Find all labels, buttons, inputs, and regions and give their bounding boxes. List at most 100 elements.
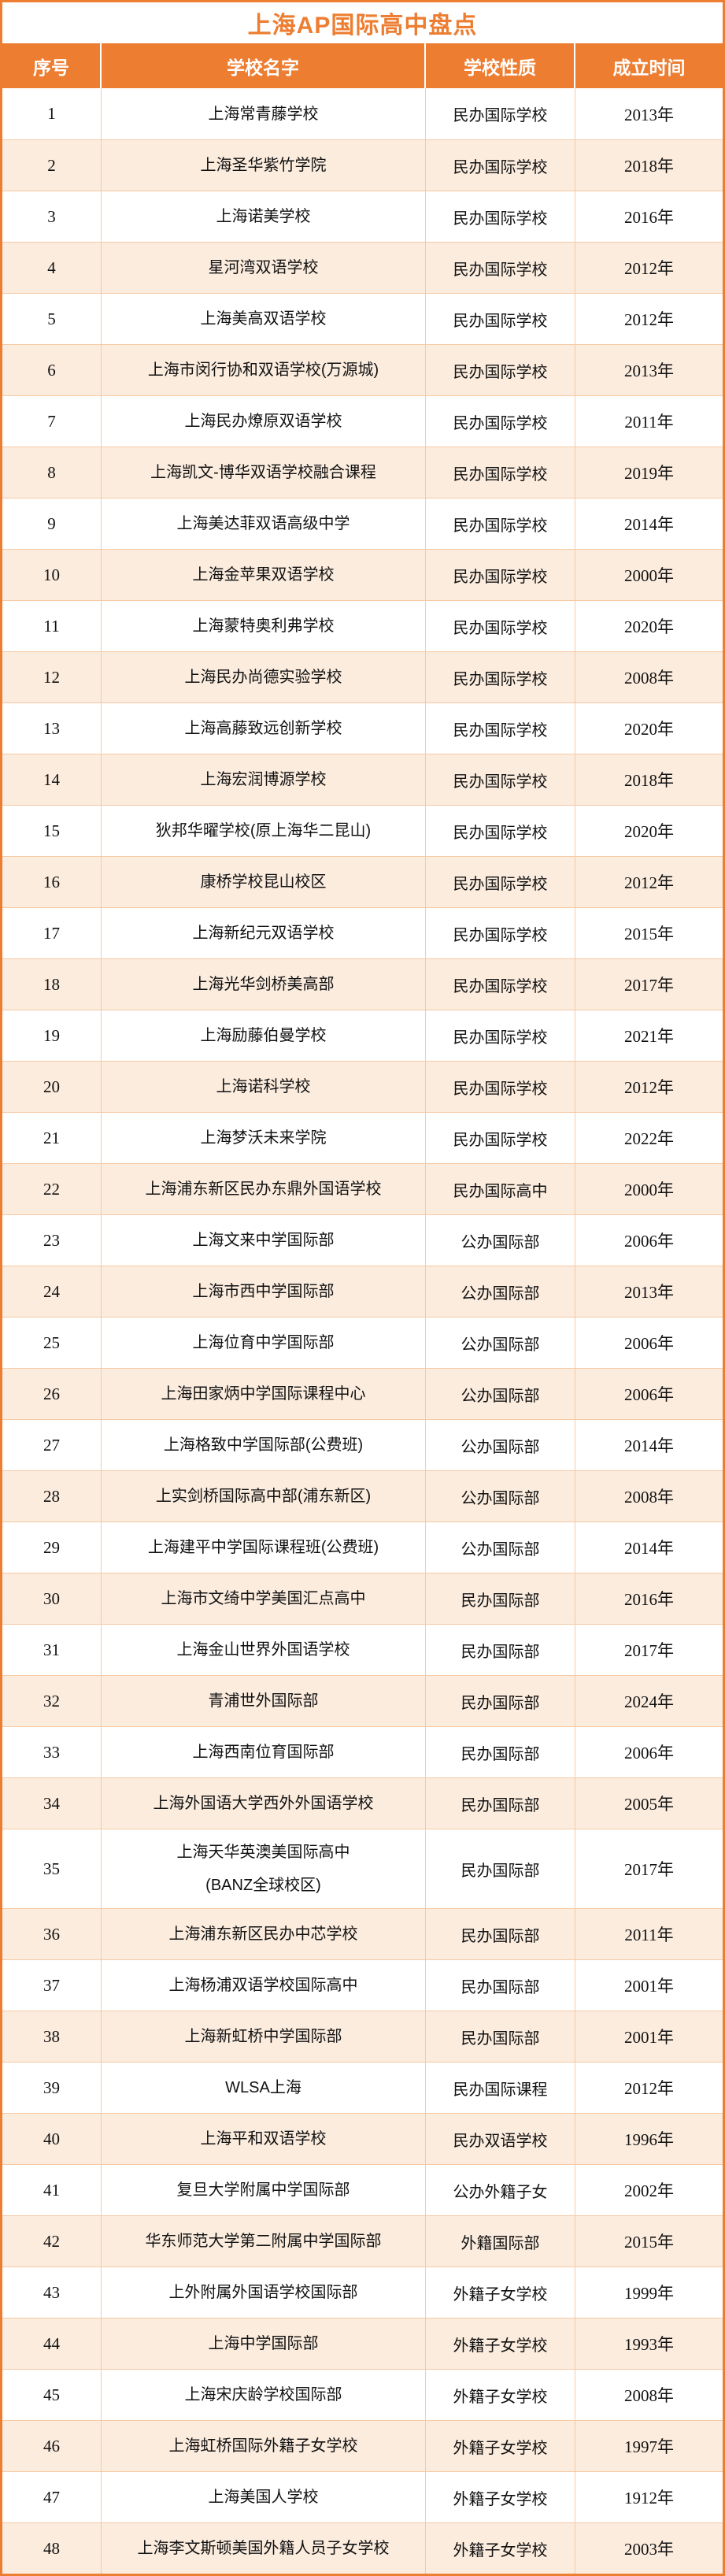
founded-year-cell: 1997年 (624, 2437, 674, 2456)
school-type-cell: 民办国际高中 (426, 1164, 575, 1214)
school-type-cell: 民办国际学校 (426, 88, 575, 139)
table-row: 36 上海浦东新区民办中芯学校 民办国际部 2011年 (2, 1908, 723, 1959)
school-type-cell: 民办双语学校 (426, 2114, 575, 2164)
table-row: 25 上海位育中学国际部 公办国际部 2006年 (2, 1317, 723, 1368)
page-title: 上海AP国际高中盘点 (247, 13, 478, 39)
table-row: 3 上海诺美学校 民办国际学校 2016年 (2, 191, 723, 242)
row-number-cell: 37 (2, 1960, 102, 2011)
founded-year-cell: 1996年 (624, 2130, 674, 2149)
table-row: 8 上海凯文-博华双语学校融合课程 民办国际学校 2019年 (2, 447, 723, 498)
founded-year-cell: 1993年 (624, 2335, 674, 2354)
table-row: 44 上海中学国际部 外籍子女学校 1993年 (2, 2318, 723, 2369)
school-name-cell: 上海新虹桥中学国际部 (102, 2011, 426, 2062)
school-name-cell: 上海民办燎原双语学校 (102, 396, 426, 447)
row-number-cell: 20 (2, 1062, 102, 1112)
row-number-cell: 38 (2, 2011, 102, 2062)
row-number-cell: 33 (2, 1727, 102, 1777)
table-row: 39 WLSA上海 民办国际课程 2012年 (2, 2062, 723, 2113)
founded-year-cell: 2000年 (624, 566, 674, 585)
founded-year-cell: 2006年 (624, 1744, 674, 1762)
founded-year-cell: 2000年 (624, 1181, 674, 1199)
table-row: 16 康桥学校昆山校区 民办国际学校 2012年 (2, 856, 723, 907)
founded-year-cell: 2005年 (624, 1795, 674, 1814)
row-number-cell: 29 (2, 1522, 102, 1573)
founded-year-cell: 2013年 (624, 1283, 674, 1302)
row-number-cell: 18 (2, 959, 102, 1010)
row-number-cell: 24 (2, 1266, 102, 1317)
row-number-cell: 30 (2, 1573, 102, 1624)
school-type-cell: 民办国际部 (426, 1778, 575, 1829)
table-row: 26 上海田家炳中学国际课程中心 公办国际部 2006年 (2, 1368, 723, 1419)
school-type-cell: 外籍子女学校 (426, 2421, 575, 2471)
table-row: 28 上实剑桥国际高中部(浦东新区) 公办国际部 2008年 (2, 1470, 723, 1522)
founded-year-cell: 2006年 (624, 1385, 674, 1404)
founded-year-cell: 1912年 (624, 2489, 674, 2507)
table-row: 23 上海文来中学国际部 公办国际部 2006年 (2, 1214, 723, 1266)
table-row: 47 上海美国人学校 外籍子女学校 1912年 (2, 2471, 723, 2522)
table-row: 21 上海梦沃未来学院 民办国际学校 2022年 (2, 1112, 723, 1163)
school-name-cell: 上海蒙特奥利弗学校 (102, 601, 426, 651)
row-number-cell: 4 (2, 243, 102, 293)
school-type-cell: 民办国际学校 (426, 908, 575, 958)
row-number-cell: 31 (2, 1625, 102, 1675)
schools-table: 序号 学校名字 学校性质 成立时间 1 上海常青藤学校 民办国际学校 2013年 2 上海… (2, 43, 723, 2574)
table-row: 17 上海新纪元双语学校 民办国际学校 2015年 (2, 907, 723, 958)
founded-year-cell: 2013年 (624, 105, 674, 124)
row-number-cell: 47 (2, 2472, 102, 2522)
school-type-cell: 民办国际部 (426, 1625, 575, 1675)
table-row: 34 上海外国语大学西外外国语学校 民办国际部 2005年 (2, 1777, 723, 1829)
school-name-cell: 复旦大学附属中学国际部 (102, 2165, 426, 2215)
row-number-cell: 48 (2, 2523, 102, 2574)
founded-year-cell: 2016年 (624, 1590, 674, 1609)
table-row: 7 上海民办燎原双语学校 民办国际学校 2011年 (2, 395, 723, 447)
row-number-cell: 45 (2, 2370, 102, 2420)
table-row: 32 青浦世外国际部 民办国际部 2024年 (2, 1675, 723, 1726)
school-type-cell: 公办国际部 (426, 1522, 575, 1573)
founded-year-cell: 2013年 (624, 361, 674, 380)
school-type-cell: 民办国际学校 (426, 294, 575, 344)
school-name-cell: 上海市西中学国际部 (102, 1266, 426, 1317)
school-name-cell: 上海诺科学校 (102, 1062, 426, 1112)
row-number-cell: 2 (2, 140, 102, 191)
founded-year-cell: 2011年 (624, 1926, 674, 1944)
row-number-cell: 13 (2, 703, 102, 754)
row-number-cell: 12 (2, 652, 102, 702)
founded-year-cell: 2015年 (624, 2233, 674, 2252)
table-row: 40 上海平和双语学校 民办双语学校 1996年 (2, 2113, 723, 2164)
school-name-cell: 上海虹桥国际外籍子女学校 (102, 2421, 426, 2471)
table-row: 45 上海宋庆龄学校国际部 外籍子女学校 2008年 (2, 2369, 723, 2420)
row-number-cell: 44 (2, 2318, 102, 2369)
school-name-cell: 上海位育中学国际部 (102, 1318, 426, 1368)
school-type-cell: 民办国际学校 (426, 652, 575, 702)
school-name-cell: WLSA上海 (102, 2063, 426, 2113)
header-cell-school-name: 学校名字 (102, 43, 426, 88)
school-name-cell: 上外附属外国语学校国际部 (102, 2267, 426, 2318)
row-number-cell: 15 (2, 806, 102, 856)
row-number-cell: 27 (2, 1420, 102, 1470)
school-name-cell: 上海格致中学国际部(公费班) (102, 1420, 426, 1470)
school-type-cell: 民办国际学校 (426, 243, 575, 293)
table-row: 42 华东师范大学第二附属中学国际部 外籍国际部 2015年 (2, 2215, 723, 2267)
school-name-cell: 康桥学校昆山校区 (102, 857, 426, 907)
table-row: 30 上海市文绮中学美国汇点高中 民办国际部 2016年 (2, 1573, 723, 1624)
school-name-cell: 上海新纪元双语学校 (102, 908, 426, 958)
founded-year-cell: 2018年 (624, 771, 674, 790)
row-number-cell: 8 (2, 447, 102, 498)
founded-year-cell: 2024年 (624, 1692, 674, 1711)
row-number-cell: 17 (2, 908, 102, 958)
school-name-cell: 上海田家炳中学国际课程中心 (102, 1369, 426, 1419)
table-row: 33 上海西南位育国际部 民办国际部 2006年 (2, 1726, 723, 1777)
founded-year-cell: 2001年 (624, 2028, 674, 2047)
row-number-cell: 41 (2, 2165, 102, 2215)
row-number-cell: 32 (2, 1676, 102, 1726)
school-type-cell: 公办国际部 (426, 1215, 575, 1266)
founded-year-cell: 1999年 (624, 2284, 674, 2303)
table-row: 2 上海圣华紫竹学院 民办国际学校 2018年 (2, 139, 723, 191)
school-type-cell: 民办国际学校 (426, 959, 575, 1010)
school-type-cell: 民办国际学校 (426, 703, 575, 754)
school-type-cell: 外籍子女学校 (426, 2318, 575, 2369)
table-row: 13 上海高藤致远创新学校 民办国际学校 2020年 (2, 702, 723, 754)
row-number-cell: 16 (2, 857, 102, 907)
school-type-cell: 公办国际部 (426, 1369, 575, 1419)
